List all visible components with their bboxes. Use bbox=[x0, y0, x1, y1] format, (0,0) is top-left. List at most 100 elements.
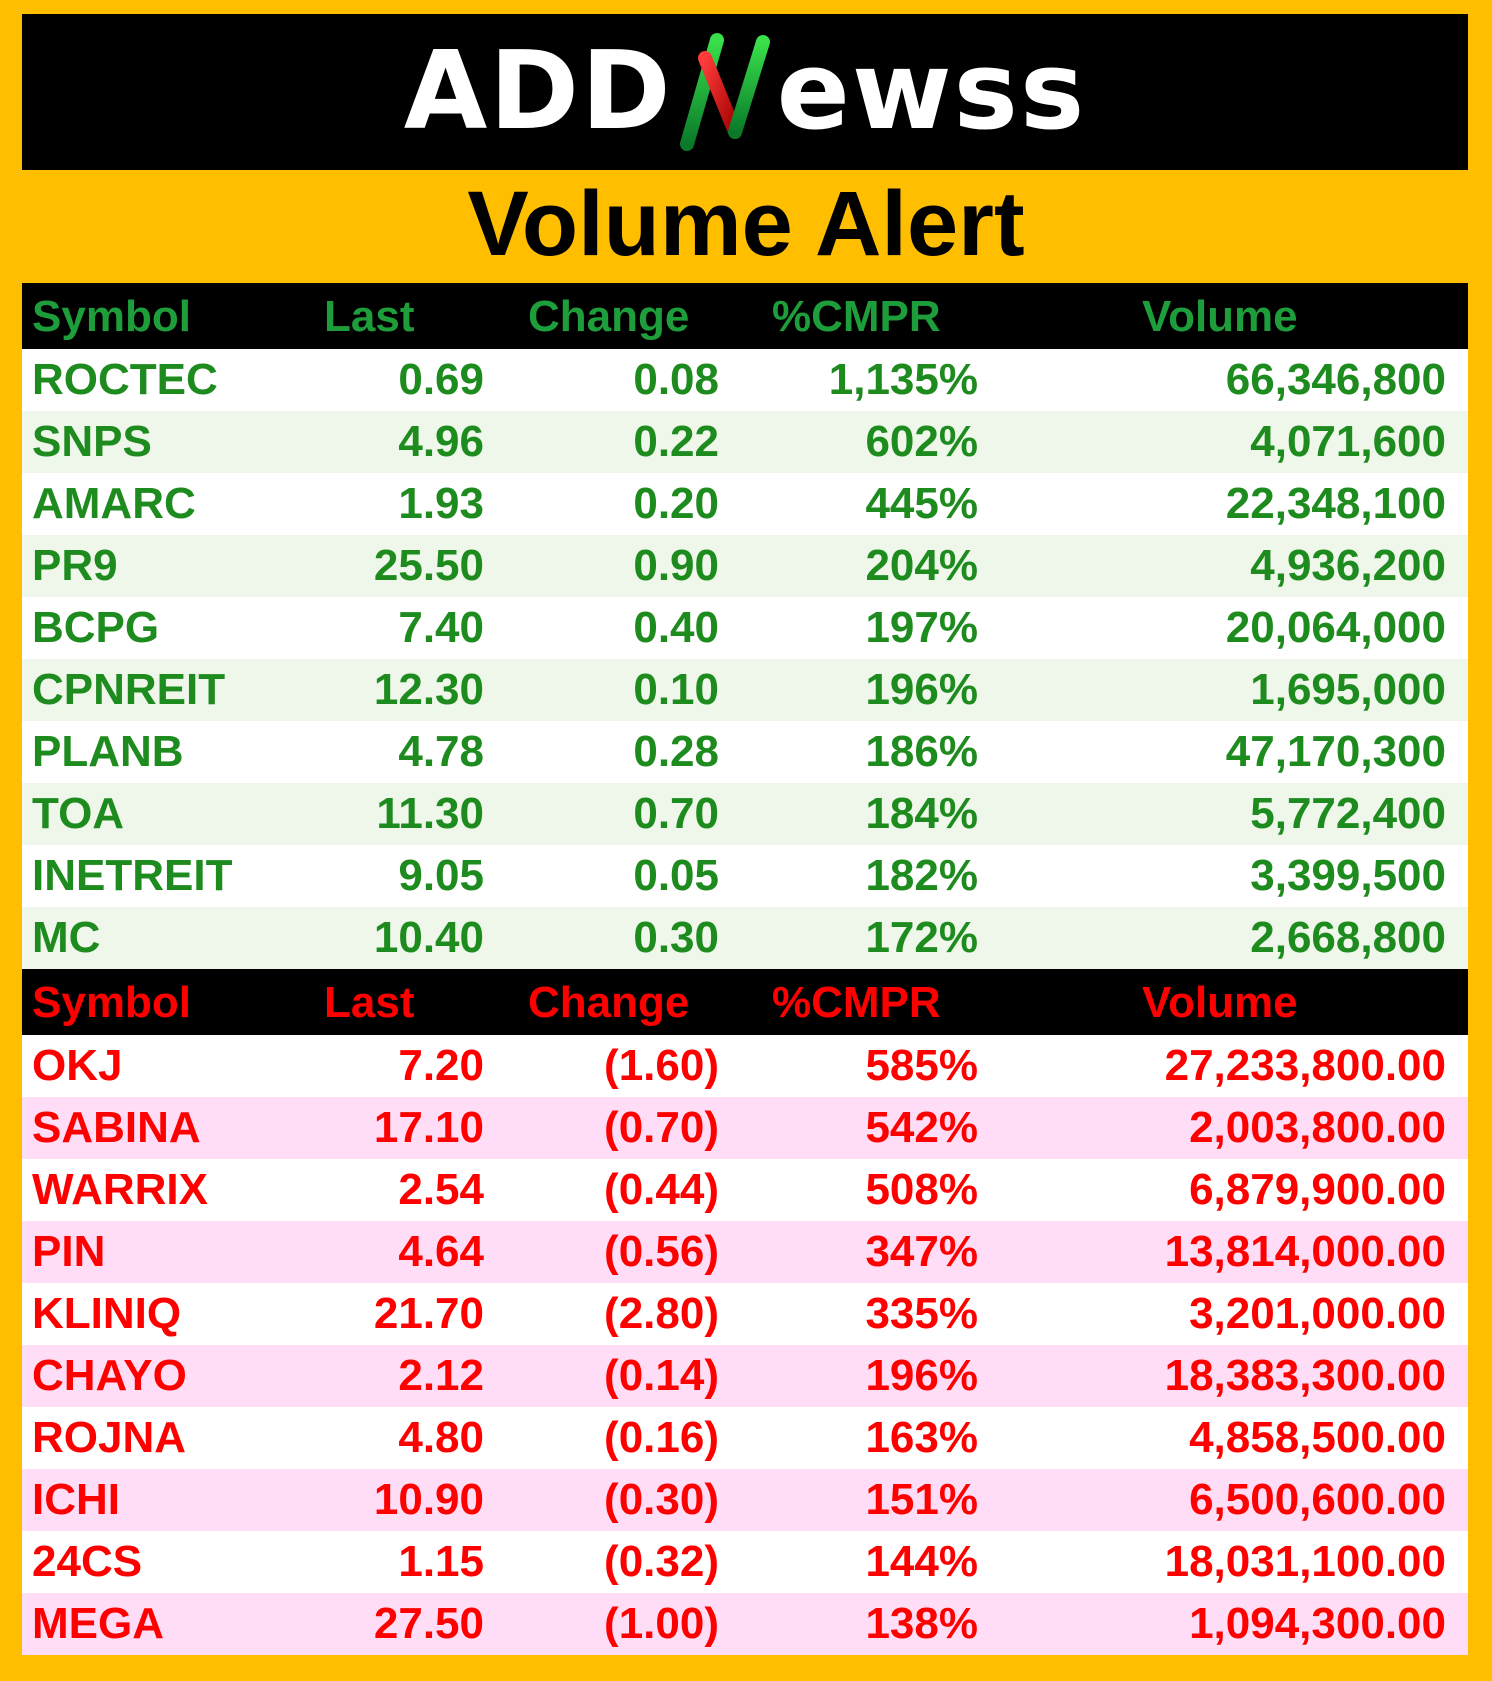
symbol-cell: PIN bbox=[32, 1227, 106, 1276]
header-cmpr: %CMPR bbox=[772, 292, 941, 341]
last-cell: 4.96 bbox=[398, 417, 484, 466]
volume-cell: 4,071,600 bbox=[1250, 417, 1446, 466]
symbol-cell: OKJ bbox=[32, 1041, 123, 1090]
gainers-table: Symbol Last Change %CMPR Volume ROCTEC 0.… bbox=[22, 283, 1468, 969]
volume-cell: 2,668,800 bbox=[1250, 913, 1446, 962]
last-cell: 1.93 bbox=[398, 479, 484, 528]
symbol-cell: MC bbox=[32, 913, 101, 962]
table-row: OKJ 7.20 (1.60) 585% 27,233,800.00 bbox=[22, 1035, 1468, 1097]
table-row: WARRIX 2.54 (0.44) 508% 6,879,900.00 bbox=[22, 1159, 1468, 1221]
table-row: ICHI 10.90 (0.30) 151% 6,500,600.00 bbox=[22, 1469, 1468, 1531]
last-cell: 1.15 bbox=[398, 1537, 484, 1586]
header-last: Last bbox=[324, 292, 415, 341]
change-cell: (2.80) bbox=[604, 1289, 719, 1338]
cmpr-cell: 172% bbox=[865, 913, 978, 962]
header-change: Change bbox=[528, 978, 690, 1027]
change-cell: 0.28 bbox=[633, 727, 719, 776]
table-row: KLINIQ 21.70 (2.80) 335% 3,201,000.00 bbox=[22, 1283, 1468, 1345]
volume-cell: 27,233,800.00 bbox=[1164, 1041, 1446, 1090]
change-cell: 0.20 bbox=[633, 479, 719, 528]
change-cell: (0.16) bbox=[604, 1413, 719, 1462]
symbol-cell: WARRIX bbox=[32, 1165, 208, 1214]
header-symbol: Symbol bbox=[32, 978, 191, 1027]
change-cell: 0.22 bbox=[633, 417, 719, 466]
last-cell: 17.10 bbox=[373, 1103, 484, 1152]
table-row: AMARC 1.93 0.20 445% 22,348,100 bbox=[22, 473, 1468, 535]
header-change: Change bbox=[528, 292, 690, 341]
cmpr-cell: 196% bbox=[865, 665, 978, 714]
last-cell: 2.54 bbox=[398, 1165, 484, 1214]
last-cell: 10.90 bbox=[373, 1475, 484, 1524]
gainers-header-row: Symbol Last Change %CMPR Volume bbox=[22, 283, 1468, 349]
header-volume: Volume bbox=[1142, 292, 1298, 341]
symbol-cell: SNPS bbox=[32, 417, 152, 466]
last-cell: 11.30 bbox=[376, 789, 484, 838]
change-cell: 0.08 bbox=[633, 355, 719, 404]
cmpr-cell: 347% bbox=[865, 1227, 978, 1276]
last-cell: 7.40 bbox=[398, 603, 484, 652]
symbol-cell: MEGA bbox=[32, 1599, 164, 1648]
volume-cell: 5,772,400 bbox=[1250, 789, 1446, 838]
table-row: PR9 25.50 0.90 204% 4,936,200 bbox=[22, 535, 1468, 597]
volume-cell: 6,500,600.00 bbox=[1189, 1475, 1446, 1524]
table-row: ROJNA 4.80 (0.16) 163% 4,858,500.00 bbox=[22, 1407, 1468, 1469]
volume-cell: 18,383,300.00 bbox=[1164, 1351, 1446, 1400]
symbol-cell: 24CS bbox=[32, 1537, 143, 1586]
symbol-cell: TOA bbox=[32, 789, 125, 838]
symbol-cell: BCPG bbox=[32, 603, 160, 652]
cmpr-cell: 163% bbox=[865, 1413, 978, 1462]
logo-n-icon bbox=[679, 33, 770, 151]
table-row: MC 10.40 0.30 172% 2,668,800 bbox=[22, 907, 1468, 969]
page-title: Volume Alert bbox=[467, 173, 1025, 275]
header-last: Last bbox=[324, 978, 415, 1027]
change-cell: (0.70) bbox=[604, 1103, 719, 1152]
table-row: CPNREIT 12.30 0.10 196% 1,695,000 bbox=[22, 659, 1468, 721]
table-row: ROCTEC 0.69 0.08 1,135% 66,346,800 bbox=[22, 349, 1468, 411]
volume-cell: 6,879,900.00 bbox=[1189, 1165, 1446, 1214]
symbol-cell: ICHI bbox=[32, 1475, 120, 1524]
volume-cell: 4,936,200 bbox=[1250, 541, 1446, 590]
change-cell: 0.70 bbox=[633, 789, 719, 838]
cmpr-cell: 196% bbox=[865, 1351, 978, 1400]
symbol-cell: CPNREIT bbox=[32, 665, 226, 714]
volume-cell: 66,346,800 bbox=[1225, 355, 1446, 404]
table-row: BCPG 7.40 0.40 197% 20,064,000 bbox=[22, 597, 1468, 659]
change-cell: (0.14) bbox=[604, 1351, 719, 1400]
change-cell: 0.05 bbox=[633, 851, 719, 900]
change-cell: (0.44) bbox=[604, 1165, 719, 1214]
symbol-cell: KLINIQ bbox=[32, 1289, 182, 1338]
symbol-cell: ROJNA bbox=[32, 1413, 187, 1462]
symbol-cell: INETREIT bbox=[32, 851, 233, 900]
change-cell: 0.90 bbox=[633, 541, 719, 590]
symbol-cell: SABINA bbox=[32, 1103, 201, 1152]
header-cmpr: %CMPR bbox=[772, 978, 941, 1027]
brand-logo-bar: ADD ewss bbox=[22, 14, 1468, 170]
cmpr-cell: 335% bbox=[865, 1289, 978, 1338]
cmpr-cell: 204% bbox=[865, 541, 978, 590]
cmpr-cell: 445% bbox=[865, 479, 978, 528]
cmpr-cell: 184% bbox=[865, 789, 978, 838]
last-cell: 4.80 bbox=[398, 1413, 484, 1462]
table-row: PIN 4.64 (0.56) 347% 13,814,000.00 bbox=[22, 1221, 1468, 1283]
header-symbol: Symbol bbox=[32, 292, 191, 341]
table-row: INETREIT 9.05 0.05 182% 3,399,500 bbox=[22, 845, 1468, 907]
table-row: TOA 11.30 0.70 184% 5,772,400 bbox=[22, 783, 1468, 845]
change-cell: (1.60) bbox=[604, 1041, 719, 1090]
logo-text-left: ADD bbox=[403, 29, 673, 154]
symbol-cell: ROCTEC bbox=[32, 355, 218, 404]
symbol-cell: PR9 bbox=[32, 541, 118, 590]
cmpr-cell: 585% bbox=[865, 1041, 978, 1090]
cmpr-cell: 197% bbox=[865, 603, 978, 652]
cmpr-cell: 1,135% bbox=[828, 355, 978, 404]
change-cell: 0.40 bbox=[633, 603, 719, 652]
table-row: PLANB 4.78 0.28 186% 47,170,300 bbox=[22, 721, 1468, 783]
volume-cell: 47,170,300 bbox=[1225, 727, 1446, 776]
volume-cell: 1,094,300.00 bbox=[1189, 1599, 1446, 1648]
last-cell: 7.20 bbox=[398, 1041, 484, 1090]
last-cell: 4.78 bbox=[398, 727, 484, 776]
volume-cell: 3,399,500 bbox=[1250, 851, 1446, 900]
cmpr-cell: 151% bbox=[865, 1475, 978, 1524]
change-cell: (0.30) bbox=[604, 1475, 719, 1524]
header-volume: Volume bbox=[1142, 978, 1298, 1027]
last-cell: 10.40 bbox=[373, 913, 484, 962]
